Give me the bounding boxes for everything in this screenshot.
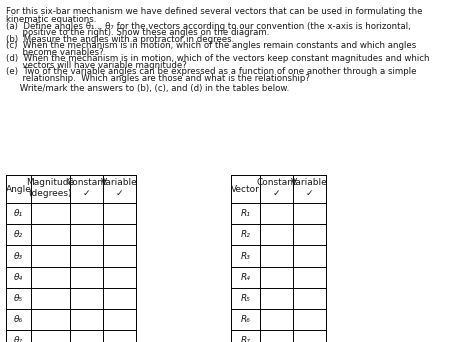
Text: kinematic equations.: kinematic equations. <box>6 15 97 24</box>
Text: (a)  Define angles θ₁... θ₇ for the vectors according to our convention (the x-a: (a) Define angles θ₁... θ₇ for the vecto… <box>6 22 411 31</box>
Text: θ₄: θ₄ <box>14 273 23 282</box>
Text: Constant: Constant <box>66 178 107 187</box>
Text: R₄: R₄ <box>241 273 251 282</box>
Text: R₃: R₃ <box>241 252 251 261</box>
Text: θ₇: θ₇ <box>14 337 23 342</box>
Text: Magnitude: Magnitude <box>27 178 74 187</box>
Text: Angle: Angle <box>6 185 32 194</box>
Text: θ₅: θ₅ <box>14 294 23 303</box>
Text: Variable: Variable <box>101 178 137 187</box>
Text: relationship.  Which angles are those and what is the relationship?: relationship. Which angles are those and… <box>6 74 310 83</box>
Text: R₁: R₁ <box>241 209 251 218</box>
Text: R₂: R₂ <box>241 231 251 239</box>
Text: θ₂: θ₂ <box>14 231 23 239</box>
Text: Write/mark the answers to (b), (c), and (d) in the tables below.: Write/mark the answers to (b), (c), and … <box>6 84 290 93</box>
Text: become variables?: become variables? <box>6 48 104 57</box>
Text: vectors will have variable magnitude?: vectors will have variable magnitude? <box>6 61 187 70</box>
Text: positive to the right). Show these angles on the diagram.: positive to the right). Show these angle… <box>6 28 270 38</box>
Text: ✓: ✓ <box>82 189 90 198</box>
Text: R₅: R₅ <box>241 294 251 303</box>
Text: (b)  Measure the angles with a protractor in degrees.: (b) Measure the angles with a protractor… <box>6 35 235 44</box>
Text: ✓: ✓ <box>116 189 123 198</box>
Text: θ₁: θ₁ <box>14 209 23 218</box>
Text: ✓: ✓ <box>273 189 280 198</box>
Text: R₆: R₆ <box>241 315 251 324</box>
Text: (d)  When the mechanism is in motion, which of the vectors keep constant magnitu: (d) When the mechanism is in motion, whi… <box>6 54 430 63</box>
Text: R₇: R₇ <box>241 337 251 342</box>
Text: (e)  Two of the variable angles can be expressed as a function of one another th: (e) Two of the variable angles can be ex… <box>6 67 417 76</box>
Text: θ₃: θ₃ <box>14 252 23 261</box>
Text: (degrees): (degrees) <box>29 189 72 198</box>
Text: Variable: Variable <box>291 178 328 187</box>
Text: Constant: Constant <box>256 178 297 187</box>
Text: For this six-bar mechanism we have defined several vectors that can be used in f: For this six-bar mechanism we have defin… <box>6 7 423 16</box>
Text: ✓: ✓ <box>306 189 313 198</box>
Text: θ₆: θ₆ <box>14 315 23 324</box>
Text: (c)  When the mechanism is in motion, which of the angles remain constants and w: (c) When the mechanism is in motion, whi… <box>6 41 417 50</box>
Text: Vector: Vector <box>231 185 260 194</box>
